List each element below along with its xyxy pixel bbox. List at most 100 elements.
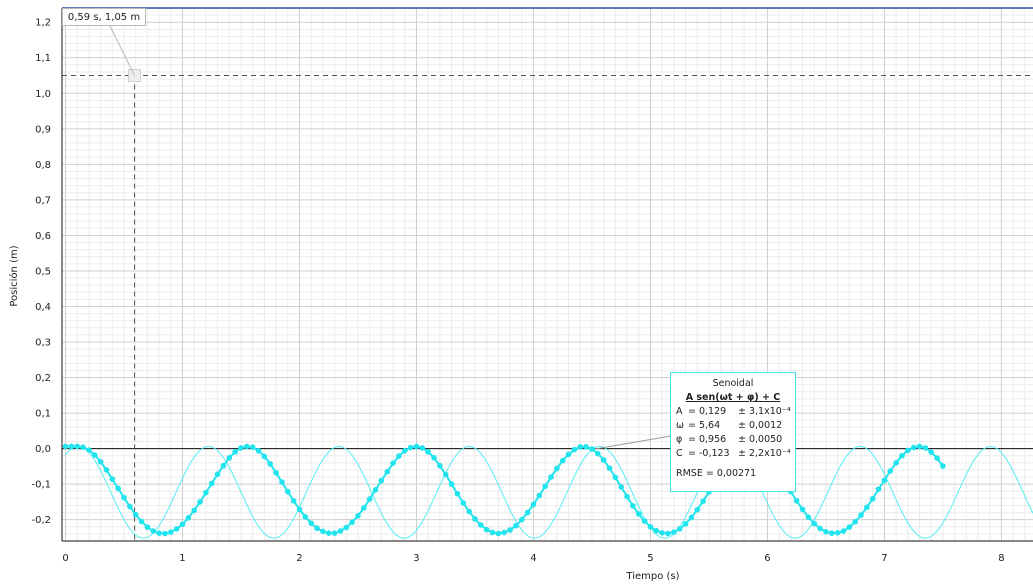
data-point[interactable] [928, 449, 935, 455]
data-point[interactable] [203, 489, 209, 496]
data-point[interactable] [495, 530, 502, 537]
fit-result-box[interactable]: Senoidal A sen(ωt + φ) + C A = 0,129 ± 3,1… [670, 372, 796, 492]
data-point[interactable] [659, 530, 665, 536]
data-point[interactable] [577, 444, 584, 450]
data-point[interactable] [454, 490, 461, 497]
data-point[interactable] [899, 452, 905, 459]
data-point[interactable] [138, 518, 145, 525]
data-point[interactable] [331, 530, 338, 536]
data-point[interactable] [624, 493, 630, 500]
data-point[interactable] [793, 498, 800, 504]
data-point[interactable] [916, 443, 923, 450]
data-point[interactable] [167, 529, 174, 535]
data-point[interactable] [700, 498, 706, 505]
data-point[interactable] [121, 494, 127, 501]
data-point[interactable] [524, 509, 531, 516]
data-point[interactable] [565, 451, 572, 458]
data-point[interactable] [846, 524, 853, 530]
data-point[interactable] [671, 529, 677, 535]
data-point[interactable] [191, 507, 197, 514]
data-point[interactable] [62, 443, 69, 450]
data-point[interactable] [144, 524, 151, 530]
data-point[interactable] [905, 447, 911, 454]
data-point[interactable] [799, 506, 806, 513]
data-point[interactable] [115, 485, 121, 492]
data-point[interactable] [302, 514, 309, 520]
data-point[interactable] [173, 526, 180, 532]
data-point[interactable] [384, 468, 391, 475]
data-point[interactable] [308, 520, 314, 527]
data-point[interactable] [881, 477, 888, 484]
data-point[interactable] [887, 468, 894, 474]
data-point[interactable] [68, 443, 75, 450]
data-point[interactable] [419, 445, 426, 451]
data-point[interactable] [197, 499, 203, 505]
data-point[interactable] [127, 503, 133, 510]
data-point[interactable] [361, 505, 367, 511]
data-point[interactable] [811, 520, 818, 527]
data-point[interactable] [261, 453, 268, 460]
data-point[interactable] [612, 474, 619, 481]
data-point[interactable] [472, 516, 478, 522]
data-point[interactable] [238, 445, 244, 451]
data-point[interactable] [823, 528, 829, 535]
data-point[interactable] [618, 484, 625, 490]
data-point[interactable] [448, 481, 455, 487]
data-point[interactable] [244, 443, 250, 450]
data-point[interactable] [641, 518, 648, 524]
data-point[interactable] [407, 444, 414, 451]
data-point[interactable] [366, 496, 373, 502]
data-point[interactable] [852, 519, 858, 525]
data-point[interactable] [91, 452, 98, 458]
data-point[interactable] [208, 480, 215, 487]
data-point[interactable] [80, 444, 86, 450]
data-point[interactable] [314, 525, 320, 532]
data-point[interactable] [864, 504, 870, 511]
data-point[interactable] [635, 511, 642, 517]
data-point[interactable] [501, 529, 508, 536]
data-point[interactable] [378, 477, 385, 484]
data-point[interactable] [97, 458, 104, 465]
data-point[interactable] [401, 447, 408, 454]
data-point[interactable] [583, 444, 589, 450]
data-point[interactable] [355, 512, 361, 519]
data-point[interactable] [513, 522, 519, 529]
data-point[interactable] [185, 515, 192, 521]
data-point[interactable] [74, 443, 81, 450]
data-point[interactable] [834, 530, 841, 536]
data-point[interactable] [442, 471, 449, 478]
data-point[interactable] [86, 447, 92, 453]
data-point[interactable] [396, 453, 402, 459]
data-point[interactable] [548, 474, 554, 480]
data-point[interactable] [179, 521, 186, 528]
data-point[interactable] [893, 460, 899, 466]
data-point[interactable] [425, 449, 431, 455]
data-point[interactable] [226, 455, 233, 461]
data-point[interactable] [554, 465, 560, 472]
data-point[interactable] [249, 444, 256, 450]
data-point[interactable] [653, 527, 660, 534]
data-point[interactable] [858, 512, 864, 518]
data-point[interactable] [156, 530, 162, 536]
data-point[interactable] [559, 457, 566, 464]
data-point[interactable] [132, 511, 139, 518]
data-point[interactable] [647, 523, 654, 530]
data-point[interactable] [940, 463, 946, 469]
data-point[interactable] [290, 498, 297, 504]
crosshair[interactable] [62, 25, 1033, 541]
data-point[interactable] [349, 519, 355, 525]
data-point[interactable] [542, 483, 548, 490]
data-point[interactable] [437, 462, 443, 469]
data-point[interactable] [284, 488, 291, 495]
data-point[interactable] [869, 495, 876, 502]
data-point[interactable] [840, 528, 847, 534]
data-point[interactable] [343, 524, 350, 531]
data-points[interactable] [62, 443, 946, 537]
data-point[interactable] [431, 455, 437, 461]
data-point[interactable] [571, 446, 578, 453]
data-point[interactable] [828, 530, 835, 536]
data-point[interactable] [630, 503, 636, 509]
data-point[interactable] [694, 506, 701, 513]
data-point[interactable] [676, 526, 683, 532]
